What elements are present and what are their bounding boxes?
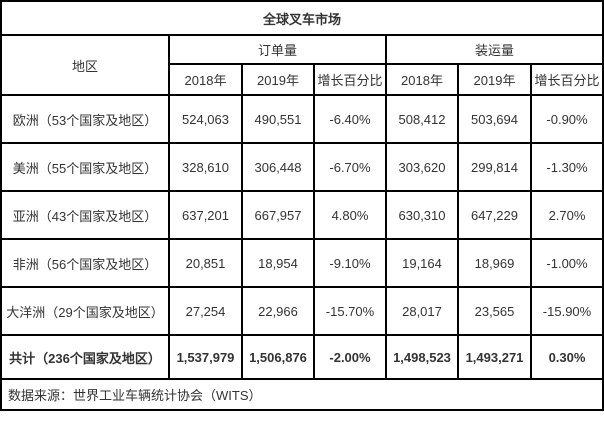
cell-orders-2018: 27,254 [168, 286, 243, 336]
header-group-shipments: 装运量 [384, 34, 604, 65]
cell-total-orders-growth: -2.00% [313, 334, 387, 380]
cell-shipments-growth: -1.00% [529, 238, 604, 288]
cell-orders-2018: 328,610 [168, 142, 243, 192]
cell-orders-2019: 22,966 [241, 286, 315, 336]
cell-total-orders-2019: 1,506,876 [241, 334, 315, 380]
cell-region: 美洲（55个国家及地区） [0, 142, 170, 192]
cell-orders-2018: 20,851 [168, 238, 243, 288]
table-row-americas: 美洲（55个国家及地区） 328,610 306,448 -6.70% 303,… [0, 142, 604, 192]
cell-orders-growth: 4.80% [313, 190, 387, 240]
cell-shipments-2018: 303,620 [385, 142, 459, 192]
cell-orders-2019: 667,957 [241, 190, 315, 240]
cell-region: 亚洲（43个国家及地区） [0, 190, 170, 240]
table-row-africa: 非洲（56个国家及地区） 20,851 18,954 -9.10% 19,164… [0, 238, 604, 288]
cell-orders-2018: 637,201 [168, 190, 243, 240]
cell-orders-2019: 306,448 [241, 142, 315, 192]
table-row-total: 共计（236个国家及地区） 1,537,979 1,506,876 -2.00%… [0, 334, 604, 380]
cell-orders-2019: 18,954 [241, 238, 315, 288]
header-orders-2019: 2019年 [241, 63, 315, 96]
cell-shipments-2018: 28,017 [385, 286, 459, 336]
header-year-row: 2018年 2019年 增长百分比 2018年 2019年 增长百分比 [1, 63, 604, 96]
cell-orders-growth: -6.40% [313, 94, 387, 144]
table-title: 全球叉车市场 [0, 0, 604, 36]
cell-total-shipments-2019: 1,493,271 [457, 334, 532, 380]
cell-orders-2018: 524,063 [168, 94, 243, 144]
header-group-row: 地区 订单量 装运量 [0, 34, 604, 96]
cell-shipments-2018: 508,412 [385, 94, 459, 144]
table-row-asia: 亚洲（43个国家及地区） 637,201 667,957 4.80% 630,3… [0, 190, 604, 240]
cell-orders-2019: 490,551 [241, 94, 315, 144]
forklift-market-table: 全球叉车市场 地区 订单量 装运量 2018年 2019年 增长百分比 2018… [0, 0, 604, 411]
cell-total-region: 共计（236个国家及地区） [0, 334, 170, 380]
header-group-orders: 订单量 [168, 34, 387, 65]
cell-total-shipments-growth: 0.30% [529, 334, 604, 380]
cell-total-orders-2018: 1,537,979 [168, 334, 243, 380]
cell-shipments-2018: 630,310 [385, 190, 459, 240]
cell-region: 欧洲（53个国家及地区） [0, 94, 170, 144]
cell-shipments-2019: 647,229 [457, 190, 532, 240]
header-shipments-growth: 增长百分比 [529, 63, 604, 96]
cell-shipments-growth: -15.90% [529, 286, 604, 336]
cell-orders-growth: -6.70% [313, 142, 387, 192]
cell-shipments-2019: 299,814 [457, 142, 532, 192]
header-shipments-2018: 2018年 [385, 63, 459, 96]
cell-orders-growth: -9.10% [313, 238, 387, 288]
cell-shipments-growth: 2.70% [529, 190, 604, 240]
header-shipments-2019: 2019年 [457, 63, 532, 96]
table-row-oceania: 大洋洲（29个国家及地区） 27,254 22,966 -15.70% 28,0… [0, 286, 604, 336]
header-orders-2018: 2018年 [168, 63, 243, 96]
cell-region: 大洋洲（29个国家及地区） [0, 286, 170, 336]
data-source-note: 数据来源：世界工业车辆统计协会（WITS） [0, 378, 604, 411]
header-region: 地区 [0, 34, 170, 96]
cell-shipments-2018: 19,164 [385, 238, 459, 288]
cell-shipments-growth: -1.30% [529, 142, 604, 192]
cell-shipments-2019: 18,969 [457, 238, 532, 288]
header-orders-growth: 增长百分比 [313, 63, 387, 96]
cell-shipments-growth: -0.90% [529, 94, 604, 144]
cell-orders-growth: -15.70% [313, 286, 387, 336]
cell-shipments-2019: 503,694 [457, 94, 532, 144]
cell-shipments-2019: 23,565 [457, 286, 532, 336]
source-row: 数据来源：世界工业车辆统计协会（WITS） [0, 378, 604, 411]
cell-region: 非洲（56个国家及地区） [0, 238, 170, 288]
title-row: 全球叉车市场 [0, 0, 604, 36]
table-row-europe: 欧洲（53个国家及地区） 524,063 490,551 -6.40% 508,… [0, 94, 604, 144]
cell-total-shipments-2018: 1,498,523 [385, 334, 459, 380]
